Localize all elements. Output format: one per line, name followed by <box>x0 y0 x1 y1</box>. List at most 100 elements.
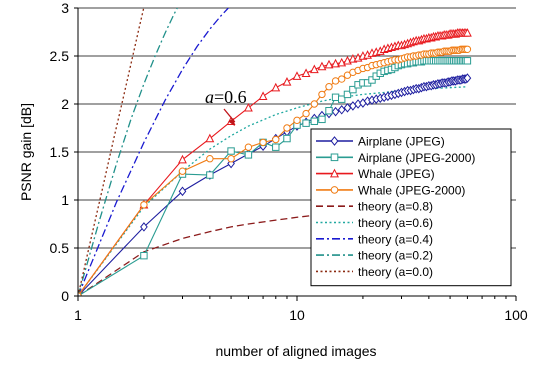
point-whale-jpeg-5 <box>243 102 253 112</box>
point-airplane-jpeg-2000-16 <box>343 90 352 99</box>
point-airplane-jpeg-2000-11 <box>310 117 319 125</box>
axes <box>74 7 517 301</box>
point-whale-jpeg-3 <box>205 133 215 143</box>
point-whale-jpeg-2000-14 <box>331 77 340 85</box>
legend-label-theory-a-0-0: theory (a=0.0) <box>358 265 433 279</box>
point-whale-jpeg-2000-2 <box>178 167 187 175</box>
point-airplane-jpeg-2000-21 <box>368 76 376 84</box>
point-airplane-jpeg-2000-15 <box>338 95 346 103</box>
point-airplane-jpeg-2000-14 <box>331 93 340 101</box>
x-tick-label-0: 1 <box>74 307 82 323</box>
point-airplane-jpeg-14 <box>331 106 340 117</box>
x-tick-label-2: 100 <box>504 307 528 323</box>
point-whale-jpeg-2000-4 <box>227 155 235 163</box>
tick-labels: 0 0.5 1 1.5 2 2.5 3 1 10 100 <box>50 0 528 323</box>
series-airplane-jpeg-2000 <box>78 57 472 296</box>
legend-label-whale-jpeg-2000: Whale (JPEG-2000) <box>358 183 465 197</box>
point-whale-jpeg-2 <box>178 154 187 164</box>
point-airplane-jpeg-2000-13 <box>325 107 333 115</box>
legend-item-theory-a-0-6: theory (a=0.6) <box>316 216 433 230</box>
x-tick-label-1: 10 <box>289 307 305 323</box>
point-airplane-jpeg-2000-1 <box>140 251 148 260</box>
series-line-theory-a-0-2 <box>78 8 179 296</box>
point-whale-jpeg-2000-13 <box>325 83 333 91</box>
point-whale-jpeg-12 <box>317 61 327 71</box>
legend-label-theory-a-0-6: theory (a=0.6) <box>358 216 433 230</box>
series-theory-a-0-0 <box>78 8 145 296</box>
series-layer <box>78 8 472 296</box>
legend-box <box>310 128 512 287</box>
legend-marker-airplane-jpeg-2000 <box>330 153 339 162</box>
annotation-rest: =0.6 <box>214 87 247 107</box>
point-airplane-jpeg-4 <box>227 158 235 169</box>
point-whale-jpeg-2000-7 <box>272 135 280 144</box>
point-whale-jpeg-2000-15 <box>338 75 346 83</box>
point-airplane-jpeg-2000-5 <box>244 151 253 159</box>
legend-marker-whale-jpeg <box>329 168 340 178</box>
legend-item-whale-jpeg-2000: Whale (JPEG-2000) <box>316 183 465 197</box>
annotation: a=0.6 <box>205 87 247 127</box>
point-whale-jpeg-2000-10 <box>302 109 310 118</box>
point-airplane-jpeg-2 <box>178 186 187 197</box>
point-whale-jpeg-10 <box>301 68 311 77</box>
legend-label-airplane-jpeg-2000: Airplane (JPEG-2000) <box>358 151 475 165</box>
legend-label-theory-a-0-2: theory (a=0.2) <box>358 249 433 263</box>
point-whale-jpeg-2000-1 <box>140 201 148 209</box>
annotation-italic-part: a <box>205 87 214 107</box>
legend-item-theory-a-0-4: theory (a=0.4) <box>316 232 433 246</box>
y-axis-label: PSNR gain [dB] <box>18 103 34 201</box>
point-airplane-jpeg-2000-12 <box>318 115 326 124</box>
legend-item-theory-a-0-0: theory (a=0.0) <box>316 265 433 279</box>
series-theory-a-0-2 <box>78 8 179 296</box>
legend-label-theory-a-0-4: theory (a=0.4) <box>358 232 433 246</box>
point-whale-jpeg-11 <box>309 64 319 74</box>
point-whale-jpeg-2000-3 <box>206 155 214 163</box>
annotation-label: a=0.6 <box>205 87 247 107</box>
y-tick-label-4: 2 <box>61 96 69 112</box>
point-airplane-jpeg-16 <box>343 103 352 113</box>
point-whale-jpeg-2000-9 <box>293 116 301 125</box>
series-line-theory-a-0-4 <box>78 8 230 296</box>
legend-item-theory-a-0-8: theory (a=0.8) <box>316 200 433 214</box>
point-whale-jpeg-2000-5 <box>244 143 253 151</box>
legend-label-theory-a-0-8: theory (a=0.8) <box>358 200 433 214</box>
point-airplane-jpeg-1 <box>140 222 148 232</box>
legend-item-whale-jpeg: Whale (JPEG) <box>316 167 435 181</box>
y-tick-label-3: 1.5 <box>50 144 70 160</box>
point-whale-jpeg-8 <box>282 77 292 86</box>
x-axis-label: number of aligned images <box>215 343 376 359</box>
series-theory-a-0-4 <box>78 8 230 296</box>
point-airplane-jpeg-2000-4 <box>227 147 235 155</box>
point-whale-jpeg-2000-11 <box>310 100 319 108</box>
point-whale-jpeg-13 <box>324 59 334 69</box>
y-tick-label-5: 2.5 <box>50 48 70 64</box>
point-airplane-jpeg-2000-17 <box>349 85 357 94</box>
point-whale-jpeg-6 <box>258 91 268 101</box>
point-airplane-jpeg-2000-10 <box>302 119 310 127</box>
legend-label-airplane-jpeg: Airplane (JPEG) <box>358 135 445 149</box>
point-whale-jpeg-2000-8 <box>283 124 291 132</box>
y-tick-label-6: 3 <box>61 0 69 16</box>
point-airplane-jpeg-2000-8 <box>283 134 291 143</box>
point-airplane-jpeg-2000-59 <box>463 57 472 65</box>
point-airplane-jpeg-15 <box>337 104 346 115</box>
legend-label-whale-jpeg: Whale (JPEG) <box>358 167 435 181</box>
point-whale-jpeg-7 <box>271 82 281 92</box>
legend-item-theory-a-0-2: theory (a=0.2) <box>316 249 433 263</box>
point-whale-jpeg-2000-12 <box>318 90 326 99</box>
point-whale-jpeg-14 <box>331 58 340 68</box>
y-tick-label-1: 0.5 <box>50 240 70 256</box>
legend: Airplane (JPEG) Airplane (JPEG-2000) Whale… <box>310 128 512 287</box>
y-tick-label-2: 1 <box>61 192 69 208</box>
point-whale-jpeg-9 <box>292 71 302 80</box>
point-airplane-jpeg-2000-7 <box>272 143 280 151</box>
legend-marker-whale-jpeg-2000 <box>330 186 339 194</box>
legend-item-airplane-jpeg: Airplane (JPEG) <box>316 135 445 149</box>
y-tick-label-0: 0 <box>61 288 69 304</box>
series-whale-jpeg-2000 <box>78 45 472 296</box>
point-airplane-jpeg-2000-3 <box>206 171 214 179</box>
legend-item-airplane-jpeg-2000: Airplane (JPEG-2000) <box>316 151 475 165</box>
annotation-arrow-head <box>228 118 235 127</box>
series-line-theory-a-0-0 <box>78 8 145 296</box>
